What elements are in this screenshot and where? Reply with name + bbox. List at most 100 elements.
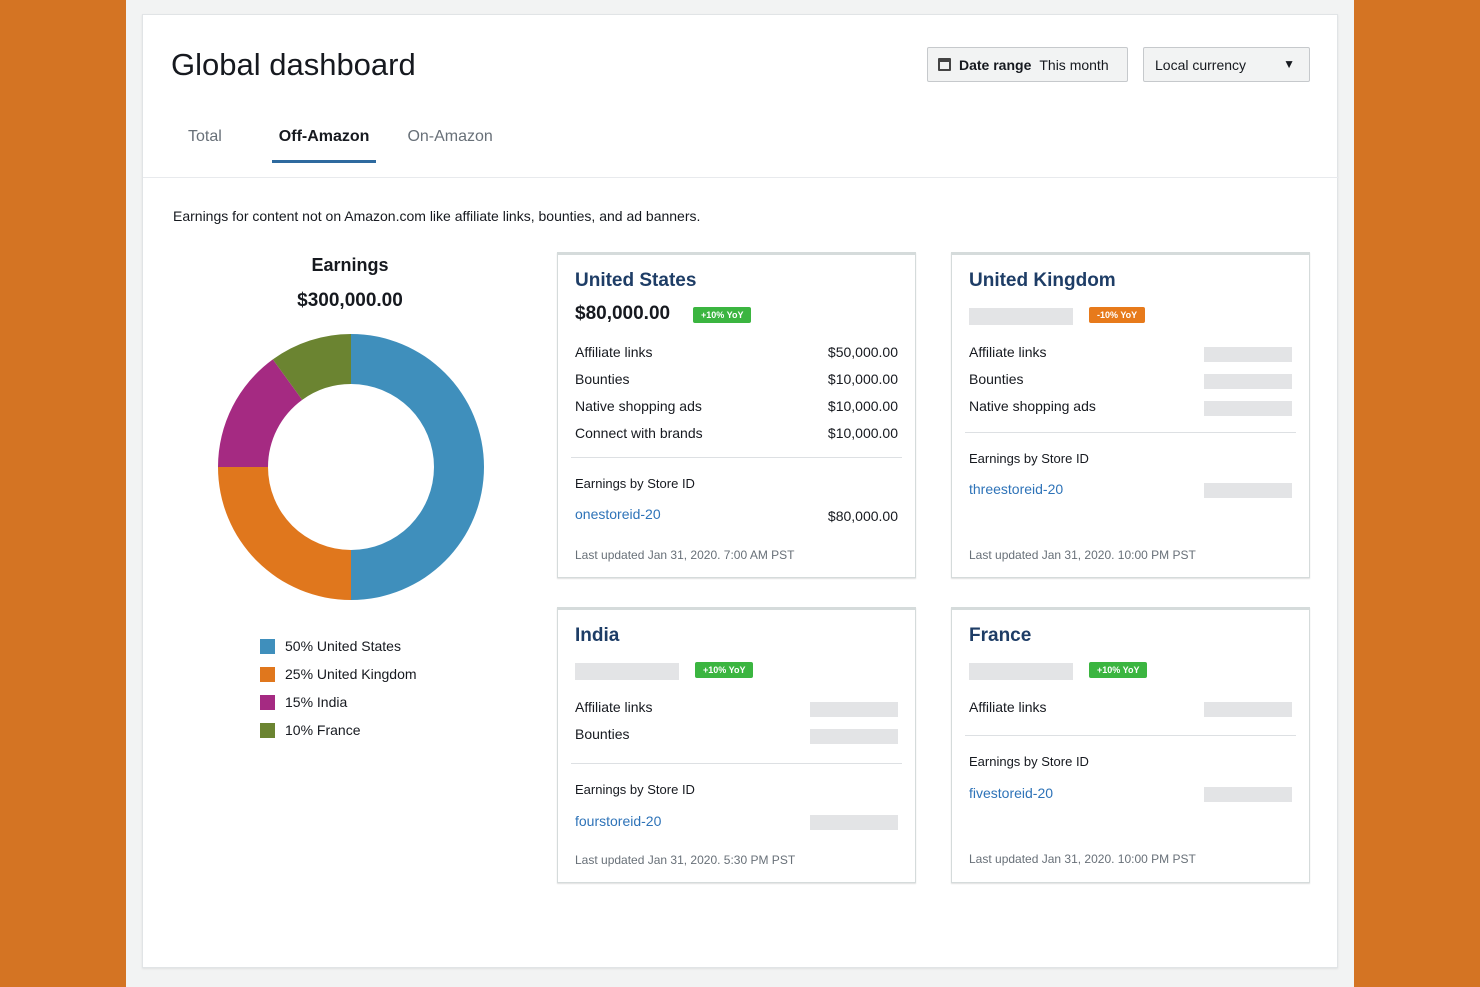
value-placeholder: [810, 702, 898, 717]
page-title: Global dashboard: [171, 47, 416, 82]
store-id-link[interactable]: threestoreid-20: [969, 481, 1064, 497]
row-label: Native shopping ads: [575, 398, 702, 414]
chart-legend: 50% United States 25% United Kingdom 15%…: [260, 632, 417, 744]
tab-off-amazon[interactable]: Off-Amazon: [271, 125, 377, 163]
tab-bar: Total Off-Amazon On-Amazon: [171, 125, 493, 165]
row-label: Bounties: [575, 726, 630, 742]
earnings-row: Affiliate links $50,000.00: [575, 344, 898, 364]
donut-slice-india: [218, 359, 303, 467]
legend-label: 15% India: [285, 694, 348, 710]
legend-swatch: [260, 694, 275, 710]
header-divider: [143, 177, 1339, 178]
country-card-united-kingdom: United Kingdom -10% YoY Affiliate links …: [951, 252, 1310, 578]
store-id-label: Earnings by Store ID: [575, 782, 695, 797]
value-placeholder: [810, 729, 898, 744]
earnings-row: Bounties $10,000.00: [575, 371, 898, 391]
legend-label: 25% United Kingdom: [285, 666, 417, 682]
earnings-row: Affiliate links: [969, 699, 1292, 719]
date-range-button[interactable]: Date range This month: [927, 47, 1128, 82]
earnings-row: Bounties: [969, 371, 1292, 391]
last-updated: Last updated Jan 31, 2020. 7:00 AM PST: [575, 548, 795, 562]
store-id-value: $80,000.00: [827, 508, 898, 524]
store-id-label: Earnings by Store ID: [969, 754, 1089, 769]
country-earnings: $80,000.00: [575, 303, 671, 324]
row-label: Connect with brands: [575, 425, 703, 441]
store-id-link[interactable]: fourstoreid-20: [575, 813, 662, 829]
earnings-row: Native shopping ads $10,000.00: [575, 398, 898, 418]
country-name: India: [575, 625, 620, 646]
donut-slice-france: [272, 334, 351, 400]
country-name: United States: [575, 270, 697, 291]
legend-label: 10% France: [285, 722, 361, 738]
yoy-badge: -10% YoY: [1089, 307, 1146, 323]
value-placeholder: [1204, 347, 1292, 362]
value-placeholder: [1204, 374, 1292, 389]
legend-swatch: [260, 666, 275, 682]
earnings-row: Affiliate links: [575, 699, 898, 719]
store-id-link[interactable]: onestoreid-20: [575, 506, 661, 522]
row-value: $10,000.00: [827, 371, 898, 387]
yoy-badge: +10% YoY: [695, 662, 754, 678]
row-label: Native shopping ads: [969, 398, 1096, 414]
dashboard-panel: Global dashboard Date range This month L…: [142, 14, 1339, 968]
calendar-icon: [938, 58, 951, 71]
row-value: $10,000.00: [827, 398, 898, 414]
country-name: United Kingdom: [969, 270, 1116, 291]
store-value-placeholder: [1204, 787, 1292, 802]
earnings-row: Connect with brands $10,000.00: [575, 425, 898, 445]
store-value-placeholder: [1204, 483, 1292, 498]
card-divider: [571, 457, 902, 458]
card-divider: [571, 763, 902, 764]
row-label: Bounties: [575, 371, 630, 387]
tab-total[interactable]: Total: [188, 128, 222, 145]
last-updated: Last updated Jan 31, 2020. 5:30 PM PST: [575, 853, 796, 867]
value-placeholder: [1204, 401, 1292, 416]
currency-select[interactable]: Local currency ▼: [1143, 47, 1310, 82]
last-updated: Last updated Jan 31, 2020. 10:00 PM PST: [969, 852, 1196, 866]
country-card-india: India +10% YoY Affiliate links Bounties …: [557, 607, 916, 883]
donut-slice-united-kingdom: [218, 467, 351, 600]
store-value-placeholder: [810, 815, 898, 830]
store-id-label: Earnings by Store ID: [575, 476, 695, 491]
store-id-label: Earnings by Store ID: [969, 451, 1089, 466]
legend-item: 25% United Kingdom: [260, 660, 417, 688]
yoy-badge: +10% YoY: [1089, 662, 1148, 678]
card-divider: [965, 432, 1296, 433]
legend-swatch: [260, 638, 275, 654]
store-id-link[interactable]: fivestoreid-20: [969, 785, 1054, 801]
amount-placeholder: [969, 308, 1073, 325]
value-placeholder: [1204, 702, 1292, 717]
country-card-france: France +10% YoY Affiliate links Earnings…: [951, 607, 1310, 883]
row-label: Affiliate links: [575, 344, 653, 360]
page-description: Earnings for content not on Amazon.com l…: [173, 208, 701, 224]
row-value: $10,000.00: [827, 425, 898, 441]
legend-label: 50% United States: [285, 638, 401, 654]
yoy-badge: +10% YoY: [693, 307, 752, 323]
row-value: $50,000.00: [827, 344, 898, 360]
donut-slice-united-states: [351, 334, 484, 600]
row-label: Affiliate links: [575, 699, 653, 715]
earnings-donut-chart: [218, 334, 484, 600]
last-updated: Last updated Jan 31, 2020. 10:00 PM PST: [969, 548, 1196, 562]
legend-item: 50% United States: [260, 632, 417, 660]
tab-on-amazon[interactable]: On-Amazon: [407, 128, 493, 145]
card-divider: [965, 735, 1296, 736]
earnings-row: Affiliate links: [969, 344, 1292, 364]
amount-placeholder: [969, 663, 1073, 680]
date-range-value: This month: [1039, 56, 1109, 73]
date-range-label: Date range: [959, 56, 1032, 73]
currency-value: Local currency: [1155, 56, 1247, 73]
country-name: France: [969, 625, 1032, 646]
earnings-total: $300,000.00: [297, 290, 403, 311]
earnings-row: Native shopping ads: [969, 398, 1292, 418]
row-label: Bounties: [969, 371, 1024, 387]
legend-item: 15% India: [260, 688, 417, 716]
row-label: Affiliate links: [969, 699, 1047, 715]
chevron-down-icon: ▼: [1283, 57, 1295, 71]
legend-item: 10% France: [260, 716, 417, 744]
earnings-row: Bounties: [575, 726, 898, 746]
country-card-united-states: United States $80,000.00 +10% YoY Affili…: [557, 252, 916, 578]
page-background: Global dashboard Date range This month L…: [126, 0, 1354, 987]
earnings-label: Earnings: [311, 255, 389, 275]
row-label: Affiliate links: [969, 344, 1047, 360]
